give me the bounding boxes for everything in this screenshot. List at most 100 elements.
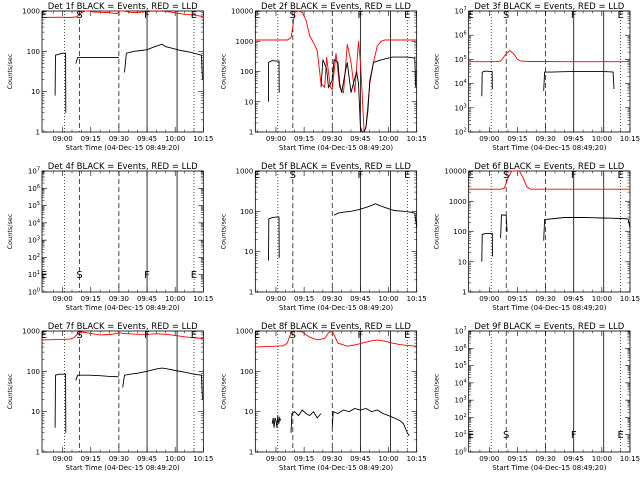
- x-tick-label: 10:00: [592, 295, 612, 303]
- y-tick-label: 100: [240, 68, 253, 76]
- y-tick-label: 105: [28, 201, 40, 210]
- x-tick-label: 10:15: [193, 455, 213, 463]
- y-tick-label: 10: [244, 248, 253, 256]
- panel-det-7f: Det 7f BLACK = Events, RED = LLD 1 10 100 10…: [6, 322, 213, 472]
- events-line: [481, 70, 493, 97]
- plot-frame: [468, 10, 631, 133]
- y-tick-label: 100: [27, 368, 40, 376]
- x-axis-title: Start Time (04-Dec-15 08:49:20): [492, 304, 606, 312]
- x-tick-label: 09:15: [507, 295, 527, 303]
- flag-e: E: [254, 170, 260, 181]
- x-tick-label: 09:45: [137, 455, 157, 463]
- y-tick-label: 102: [455, 413, 467, 422]
- x-tick-label: 09:15: [507, 455, 527, 463]
- events-line: [481, 233, 493, 262]
- x-tick-label: 09:30: [322, 135, 342, 143]
- y-tick-label: 100: [28, 288, 40, 297]
- lld-line: [468, 170, 630, 190]
- panel-title: Det 5f BLACK = Events, RED = LLD: [261, 162, 411, 172]
- events-line: [333, 203, 418, 228]
- events-line: [500, 214, 508, 239]
- panel-det-4f: Det 4f BLACK = Events, RED = LLD 100 101 10…: [6, 162, 213, 312]
- x-tick-label: 09:30: [322, 295, 342, 303]
- panel-det-3f: Det 3f BLACK = Events, RED = LLD 102 103 10…: [433, 2, 640, 152]
- flag-s: S: [503, 10, 509, 21]
- x-tick-label: 09:30: [535, 455, 555, 463]
- x-axis-title: Start Time (04-Dec-15 08:49:20): [492, 144, 606, 152]
- flag-e: E: [191, 10, 197, 21]
- x-axis-title: Start Time (04-Dec-15 08:49:20): [66, 144, 180, 152]
- lld-line: [468, 50, 630, 63]
- x-axis-title: Start Time (04-Dec-15 08:49:20): [279, 144, 393, 152]
- flag-e: E: [404, 330, 410, 341]
- y-tick-label: 1000: [22, 8, 40, 16]
- events-line: [54, 373, 67, 433]
- y-tick-label: 10: [31, 88, 40, 96]
- plot-frame: [41, 10, 204, 133]
- events-line: [543, 70, 615, 91]
- flag-e: E: [41, 270, 47, 281]
- y-tick-label: 1000: [236, 328, 254, 336]
- y-tick-label: 100: [453, 228, 466, 236]
- y-tick-label: 10: [458, 258, 467, 266]
- y-tick-label: 10: [31, 408, 40, 416]
- events-line: [75, 57, 119, 64]
- events-line: [320, 56, 417, 133]
- y-tick-label: 1: [36, 449, 40, 457]
- x-tick-label: 09:30: [109, 455, 129, 463]
- x-tick-label: 09:45: [137, 295, 157, 303]
- x-tick-label: 10:15: [193, 295, 213, 303]
- y-tick-label: 1000: [236, 38, 254, 46]
- x-tick-label: 09:45: [350, 135, 370, 143]
- x-tick-label: 09:15: [294, 295, 314, 303]
- panel-det-6f: Det 6f BLACK = Events, RED = LLD 1 10 100 10…: [433, 162, 640, 312]
- flag-e: E: [617, 430, 623, 441]
- flag-f: F: [571, 10, 577, 21]
- x-tick-label: 09:45: [564, 295, 584, 303]
- y-tick-label: 106: [28, 184, 40, 193]
- flag-e: E: [254, 330, 260, 341]
- y-tick-label: 1: [36, 129, 40, 137]
- plot-frame: [41, 330, 204, 453]
- flag-f: F: [144, 270, 150, 281]
- y-axis-label: Counts/sec: [219, 53, 227, 89]
- y-tick-label: 1000: [449, 198, 467, 206]
- flag-s: S: [503, 430, 509, 441]
- flag-f: F: [357, 330, 363, 341]
- y-tick-label: 103: [455, 396, 467, 405]
- events-line: [268, 60, 280, 102]
- panel-det-8f: Det 8f BLACK = Events, RED = LLD 1 10 100 10…: [219, 322, 426, 472]
- y-tick-label: 100: [240, 208, 253, 216]
- x-tick-label: 10:00: [378, 295, 398, 303]
- x-tick-label: 10:15: [620, 295, 640, 303]
- y-axis-label: Counts/sec: [219, 373, 227, 409]
- x-tick-label: 10:00: [592, 135, 612, 143]
- y-axis-label: Counts/sec: [6, 213, 14, 249]
- x-tick-label: 09:00: [479, 135, 499, 143]
- x-tick-label: 10:00: [592, 455, 612, 463]
- flag-s: S: [76, 10, 82, 21]
- y-tick-label: 107: [455, 7, 467, 16]
- y-axis-label: Counts/sec: [6, 373, 14, 409]
- x-tick-label: 10:15: [407, 455, 427, 463]
- y-tick-label: 10000: [231, 8, 253, 16]
- panel-det-9f: Det 9f BLACK = Events, RED = LLD 100 101 10…: [433, 322, 640, 472]
- flag-s: S: [290, 170, 296, 181]
- panel-title: Det 4f BLACK = Events, RED = LLD: [48, 162, 198, 172]
- x-tick-label: 09:00: [53, 135, 73, 143]
- panel-det-5f: Det 5f BLACK = Events, RED = LLD 1 10 100 10…: [219, 162, 426, 312]
- y-tick-label: 1000: [22, 328, 40, 336]
- events-line: [75, 374, 119, 381]
- y-tick-label: 101: [455, 430, 467, 439]
- y-tick-label: 103: [28, 236, 40, 245]
- flag-f: F: [571, 430, 577, 441]
- lld-line: [41, 10, 204, 18]
- plot-frame: [254, 170, 418, 293]
- y-tick-label: 1: [249, 129, 253, 137]
- panel-title: Det 8f BLACK = Events, RED = LLD: [261, 322, 411, 332]
- y-tick-label: 107: [28, 167, 40, 176]
- y-tick-label: 106: [455, 344, 467, 353]
- flag-e: E: [254, 10, 260, 21]
- flag-f: F: [357, 170, 363, 181]
